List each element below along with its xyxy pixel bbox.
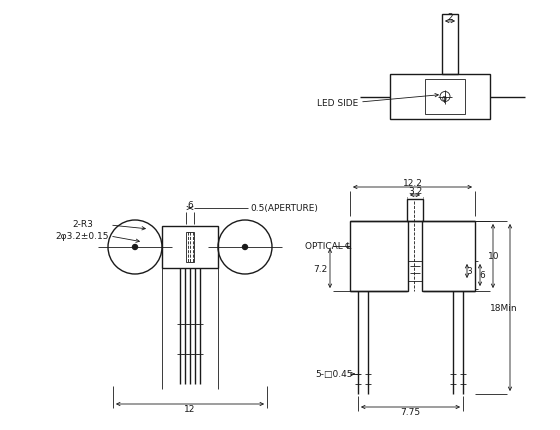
Text: 5-□0.45: 5-□0.45 xyxy=(315,370,352,379)
Text: LED SIDE: LED SIDE xyxy=(317,98,358,107)
Bar xyxy=(162,227,218,268)
Text: 7.75: 7.75 xyxy=(400,408,421,417)
Text: 0.5(APERTURE): 0.5(APERTURE) xyxy=(250,204,318,213)
Bar xyxy=(422,221,475,291)
Bar xyxy=(390,75,490,120)
Text: OPTICAL ℄: OPTICAL ℄ xyxy=(305,241,351,250)
Text: φ: φ xyxy=(441,93,446,102)
Circle shape xyxy=(133,245,138,250)
Text: 6: 6 xyxy=(479,271,485,280)
Text: 10: 10 xyxy=(488,252,499,261)
Bar xyxy=(350,221,408,291)
Text: 2φ3.2±0.15: 2φ3.2±0.15 xyxy=(55,232,109,241)
Bar xyxy=(408,261,422,281)
Text: 2: 2 xyxy=(447,12,453,22)
Text: 12: 12 xyxy=(184,405,195,414)
Bar xyxy=(186,233,194,262)
Text: 12.2: 12.2 xyxy=(403,178,422,187)
Text: 7.2: 7.2 xyxy=(312,264,327,273)
Text: 3: 3 xyxy=(466,267,472,276)
Text: 18Min: 18Min xyxy=(491,303,518,312)
Text: 3.2: 3.2 xyxy=(408,186,422,195)
Circle shape xyxy=(242,245,248,250)
Bar xyxy=(407,200,423,221)
Bar xyxy=(425,80,465,115)
Bar xyxy=(442,15,458,75)
Text: 6: 6 xyxy=(187,200,193,209)
Text: 2-R3: 2-R3 xyxy=(72,220,93,229)
